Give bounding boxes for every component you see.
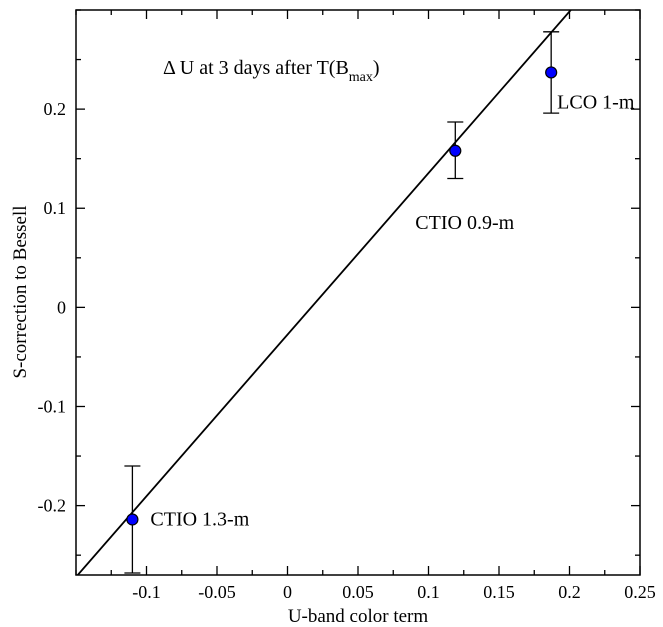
data-markers	[126, 66, 558, 526]
axis-ticks	[75, 9, 641, 575]
data-point	[126, 513, 139, 526]
y-axis-label: S-correction to Bessell	[10, 205, 31, 378]
x-tick-label: 0	[283, 582, 292, 602]
plot-frame	[75, 9, 641, 576]
x-tick-label: -0.1	[132, 582, 161, 602]
data-point	[545, 66, 558, 79]
point-label: CTIO 0.9-m	[415, 212, 514, 234]
x-tick-label: 0.2	[558, 582, 581, 602]
point-label: LCO 1-m	[557, 91, 635, 113]
point-label: CTIO 1.3-m	[150, 508, 249, 530]
fit-line	[76, 10, 572, 575]
x-tick-label: -0.05	[198, 582, 236, 602]
x-tick-label: 0.05	[342, 582, 374, 602]
x-tick-label: 0.1	[417, 582, 440, 602]
x-tick-labels: -0.1 -0.05 0 0.05 0.1 0.15 0.2 0.25	[132, 582, 656, 602]
y-tick-label: 0.2	[44, 99, 67, 119]
y-tick-labels: -0.2 -0.1 0 0.1 0.2	[38, 99, 67, 515]
x-axis-label: U-band color term	[288, 606, 429, 627]
y-tick-label: -0.1	[38, 396, 67, 416]
annotation-text: Δ U at 3 days after T(Bmax)	[163, 57, 380, 85]
x-tick-label: 0.25	[624, 582, 656, 602]
annotation-prefix: Δ U at 3 days after T(B	[163, 57, 349, 79]
error-bars	[124, 31, 560, 574]
point-labels: CTIO 1.3-m CTIO 0.9-m LCO 1-m	[150, 91, 634, 530]
annotation-subscript: max	[349, 70, 373, 85]
data-point	[449, 144, 462, 157]
y-tick-label: -0.2	[38, 496, 67, 516]
y-tick-label: 0.1	[44, 198, 67, 218]
x-tick-label: 0.15	[483, 582, 515, 602]
annotation-suffix: )	[373, 57, 380, 79]
y-tick-label: 0	[57, 297, 66, 317]
